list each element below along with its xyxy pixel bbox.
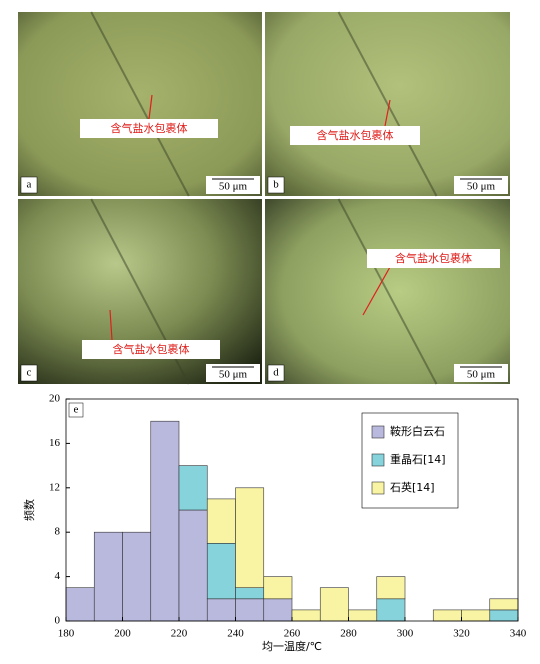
x-tick-label: 240 [227, 628, 244, 640]
y-tick-label: 20 [49, 393, 61, 405]
x-tick-label: 280 [340, 628, 357, 640]
x-tick-label: 180 [58, 628, 75, 640]
scale-box [206, 176, 260, 194]
y-tick-label: 0 [55, 615, 61, 627]
crystal-edge [90, 11, 190, 197]
panel-label: c [27, 367, 32, 379]
bar [489, 609, 519, 622]
annotation: 含气盐水包裹体 [317, 128, 394, 142]
bar [235, 587, 265, 600]
pointer [362, 266, 391, 316]
x-tick-label: 220 [171, 628, 188, 640]
panel-label: a [27, 179, 32, 191]
y-tick-label: 12 [49, 481, 60, 493]
annotation-box [82, 340, 220, 359]
bar [291, 609, 321, 622]
panel-label-box [267, 364, 285, 382]
panel-label: b [273, 179, 279, 191]
x-tick-label: 200 [114, 628, 131, 640]
x-tick-label: 340 [510, 628, 527, 640]
bar [376, 576, 406, 600]
x-tick-label: 260 [284, 628, 301, 640]
scale-label: 50 μm [219, 181, 248, 193]
legend-label: 重晶石[14] [390, 452, 446, 466]
y-tick-label: 16 [49, 437, 61, 449]
scale-label: 50 μm [467, 369, 496, 381]
scale-box [206, 364, 260, 382]
bar [122, 531, 152, 622]
panel-label: e [74, 404, 79, 416]
legend-swatch [371, 425, 385, 439]
bar [206, 498, 236, 544]
bar [489, 598, 519, 611]
panel-label: d [273, 367, 279, 379]
x-tick-label: 320 [453, 628, 470, 640]
scale-label: 50 μm [219, 369, 248, 381]
pointer [384, 99, 391, 127]
x-axis-label: 均一温度/℃ [262, 639, 322, 653]
bar [432, 609, 462, 622]
bar [206, 598, 236, 622]
pointer [148, 94, 153, 120]
scale-box [454, 176, 508, 194]
bar [178, 465, 208, 511]
bar [206, 542, 236, 600]
crystal-edge [337, 198, 438, 385]
panel-label-box [267, 176, 285, 194]
bar [461, 609, 491, 622]
legend-label: 石英[14] [390, 480, 435, 494]
annotation-box [80, 119, 218, 138]
legend-swatch [371, 481, 385, 495]
crystal-edge [337, 11, 438, 197]
bar [93, 531, 123, 622]
legend-label: 鞍形白云石 [390, 424, 445, 438]
annotation: 含气盐水包裹体 [395, 251, 472, 265]
bar [263, 598, 293, 622]
annotation: 含气盐水包裹体 [111, 121, 188, 135]
annotation: 含气盐水包裹体 [113, 342, 190, 356]
y-tick-label: 8 [55, 526, 61, 538]
x-tick-label: 300 [397, 628, 414, 640]
y-axis-label: 频数 [22, 499, 36, 521]
bar [348, 609, 378, 622]
scale-label: 50 μm [467, 181, 496, 193]
bar [235, 487, 265, 588]
bar [376, 598, 406, 622]
scale-box [454, 364, 508, 382]
bar [65, 587, 95, 622]
legend-swatch [371, 453, 385, 467]
y-tick-label: 4 [55, 570, 61, 582]
panel-label-box [20, 176, 38, 194]
bar [178, 509, 208, 622]
pointer [109, 309, 113, 341]
bar [150, 420, 180, 622]
annotation-box [367, 249, 500, 268]
panel-label-box [20, 364, 38, 382]
bar [319, 587, 349, 622]
annotation-box [290, 126, 420, 145]
bar [235, 598, 265, 622]
panel-label-box [68, 402, 84, 418]
bar [263, 576, 293, 600]
